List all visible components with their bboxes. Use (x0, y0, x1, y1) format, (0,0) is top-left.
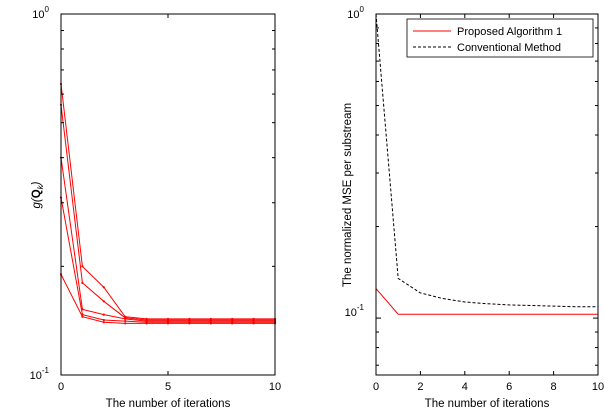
left-series-line-1 (60, 104, 275, 321)
left-series-4-point-4 (145, 322, 148, 325)
left-series-2-point-2 (102, 313, 105, 316)
right-series-line-0 (375, 288, 598, 315)
left-series-1-point-2 (102, 300, 105, 303)
right-ylabel-wrap: The normalized MSE per substream (342, 103, 354, 287)
left-series-line-3 (60, 197, 275, 323)
left-xtick-label-0: 0 (58, 381, 64, 393)
left-series-3-point-3 (124, 320, 127, 323)
left-xtick-label-1: 5 (165, 381, 171, 393)
right-xtick-label-0: 0 (373, 381, 379, 393)
left-series-4-point-5 (166, 322, 170, 325)
right-plot-frame (375, 13, 599, 376)
left-series-4-point-3 (124, 322, 127, 325)
left-series-4-point-1 (81, 315, 84, 318)
left-chart: 0 5 10 100 10-1 The number of iterations g… (30, 5, 282, 410)
right-x-ticks: 0 2 4 6 8 10 (373, 14, 604, 393)
left-series-1-point-1 (81, 281, 84, 284)
left-series-0-point-1 (81, 265, 84, 268)
legend: Proposed Algorithm 1 Conventional Method (406, 18, 594, 58)
left-ytick-label-top: 100 (32, 5, 49, 21)
left-series-line-4 (60, 274, 275, 324)
right-series-group (375, 13, 598, 315)
left-series-group (59, 82, 277, 325)
svg-text:g(Qk): g(Qk) (31, 181, 45, 208)
right-xtick-label-2: 4 (462, 381, 468, 393)
left-series-2-point-3 (124, 317, 127, 321)
right-series-line-1 (375, 13, 598, 308)
left-series-0-point-2 (102, 286, 105, 289)
left-xlabel: The number of iterations (106, 398, 231, 410)
legend-box (406, 18, 594, 58)
left-series-4-point-2 (102, 321, 105, 324)
left-series-4-point-9 (252, 322, 255, 325)
right-y-ticks (376, 13, 598, 366)
legend-label-proposed: Proposed Algorithm 1 (457, 26, 562, 38)
left-series-4-point-7 (209, 322, 212, 325)
left-series-4-point-6 (188, 322, 191, 325)
right-xtick-label-5: 10 (592, 381, 604, 393)
left-ylabel: g(Qk) (31, 181, 45, 208)
right-ytick-label-mid: 10-1 (345, 303, 365, 319)
left-series-4-point-8 (231, 322, 234, 325)
left-ytick-label-bottom: 10-1 (30, 366, 50, 382)
right-ytick-label-top: 100 (347, 5, 364, 21)
right-xlabel: The number of iterations (425, 398, 550, 410)
legend-label-conventional: Conventional Method (457, 42, 561, 54)
left-series-3-point-2 (102, 318, 105, 322)
right-chart: 0 2 4 6 8 10 100 10-1 The number of iteration… (342, 5, 604, 410)
left-series-line-2 (60, 157, 275, 322)
left-x-ticks: 0 5 10 (58, 14, 281, 393)
right-xtick-label-4: 8 (551, 381, 557, 393)
left-y-ticks (61, 13, 275, 376)
left-series-line-0 (60, 83, 275, 320)
right-xtick-label-3: 6 (506, 381, 512, 393)
right-ylabel: The normalized MSE per substream (342, 103, 354, 287)
right-xtick-label-1: 2 (417, 381, 423, 393)
left-xtick-label-2: 10 (269, 381, 281, 393)
